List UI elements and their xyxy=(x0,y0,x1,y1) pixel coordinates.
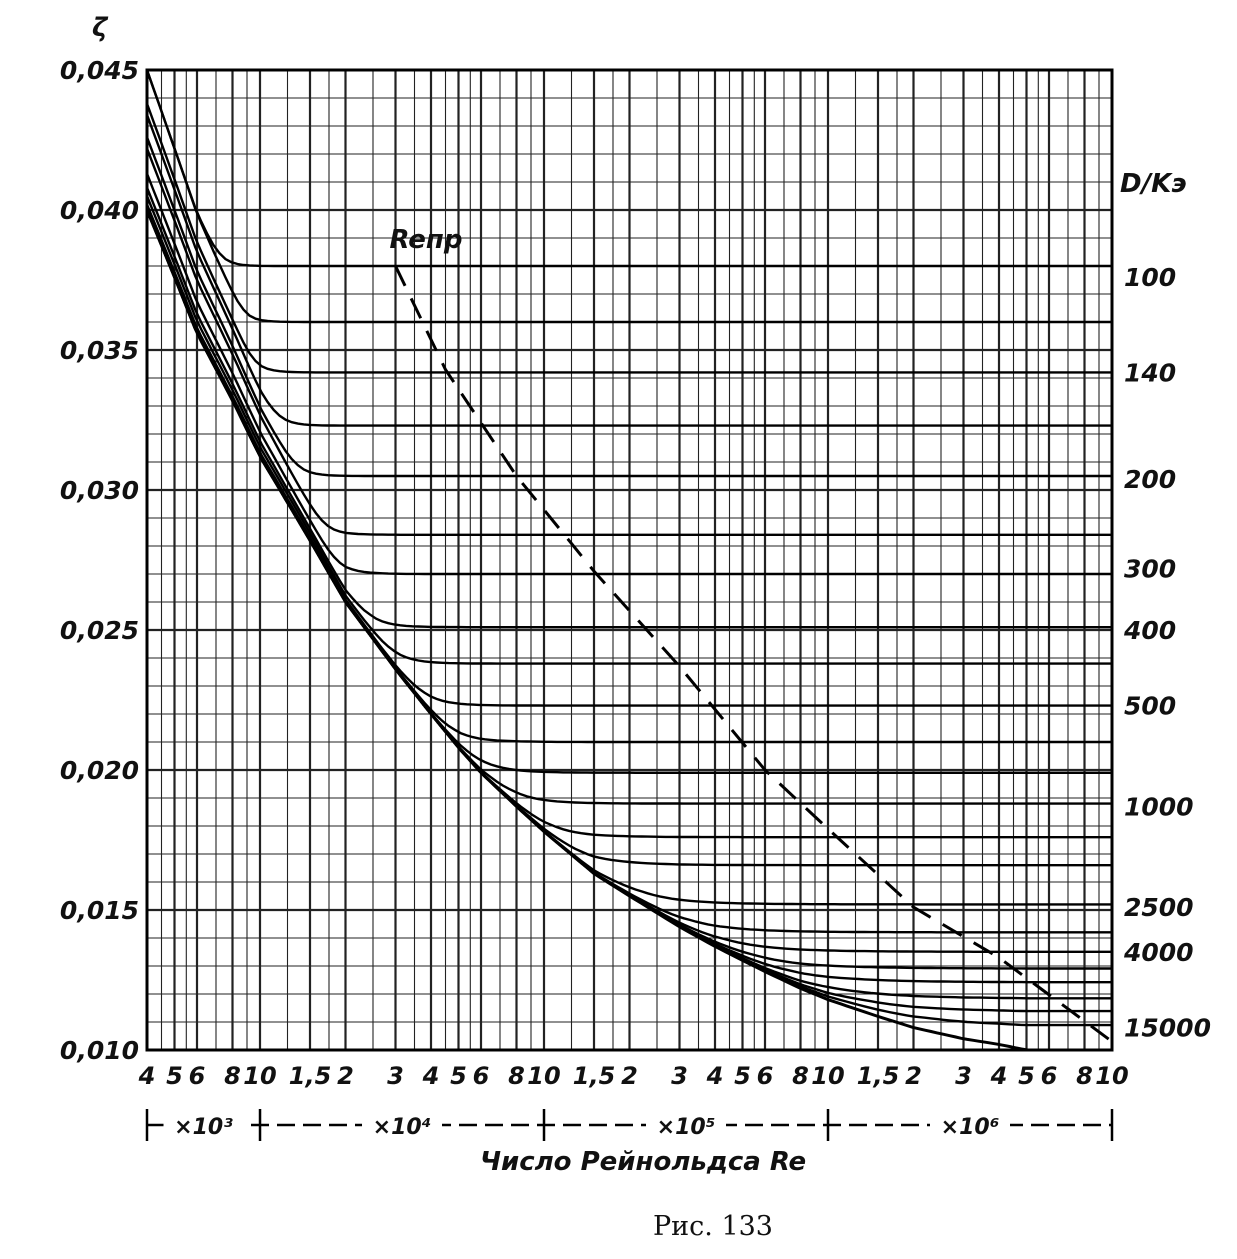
x-tick-label: 10 xyxy=(1095,1062,1128,1090)
grid xyxy=(145,68,1114,1052)
x-tick-label: 6 xyxy=(1041,1062,1058,1090)
multiplier-mask xyxy=(646,1111,727,1139)
x-tick-label: 4 xyxy=(138,1062,156,1090)
x-tick-label: 6 xyxy=(757,1062,774,1090)
dashed-line-label: Reпр xyxy=(390,225,463,255)
right-axis-label: 100 xyxy=(1124,263,1176,292)
right-axis-label: 400 xyxy=(1123,616,1176,645)
axes: 0,010 0,015 0,020 0,025 0,030 0,035 0,040 0,045… xyxy=(60,56,1211,1141)
y-tick-label: 0,015 xyxy=(60,896,139,925)
x-tick-label: 5 xyxy=(1018,1062,1035,1090)
x-tick-label: 10 xyxy=(527,1062,560,1090)
y-axis-title: ζ xyxy=(92,13,109,43)
x-tick-label: 1,5 xyxy=(573,1062,616,1090)
x-tick-label: 8 xyxy=(224,1062,241,1090)
x-tick-label: 2 xyxy=(337,1062,354,1090)
plot-frame xyxy=(145,68,1114,1052)
multiplier-label: ×10⁴ xyxy=(373,1115,432,1140)
x-tick-label: 2 xyxy=(905,1062,922,1090)
right-axis-title: D/Kэ xyxy=(1120,169,1187,199)
x-tick-label: 1,5 xyxy=(857,1062,900,1090)
multiplier-mask xyxy=(930,1111,1011,1139)
series-line xyxy=(145,69,1112,324)
multiplier-mask xyxy=(362,1111,443,1139)
x-tick-label: 2 xyxy=(621,1062,638,1090)
series-line xyxy=(145,147,1112,536)
x-tick-label: 8 xyxy=(1076,1062,1093,1090)
y-tick-label: 0,030 xyxy=(60,476,139,505)
multiplier-label: ×10⁶ xyxy=(941,1115,1000,1140)
series-line xyxy=(145,173,1112,576)
x-tick-label: 6 xyxy=(189,1062,206,1090)
smooth-pipe-line xyxy=(145,209,1112,1052)
x-tick-label: 8 xyxy=(508,1062,525,1090)
x-tick-label: 8 xyxy=(792,1062,809,1090)
x-tick-label: 5 xyxy=(166,1062,183,1090)
x-tick-label: 10 xyxy=(811,1062,844,1090)
x-tick-label: 3 xyxy=(387,1062,404,1090)
right-axis-label: 1000 xyxy=(1124,792,1194,821)
x-tick-label: 4 xyxy=(422,1062,440,1090)
x-tick-label: 5 xyxy=(734,1062,751,1090)
right-axis-label: 500 xyxy=(1124,692,1176,721)
series-line xyxy=(145,69,1112,268)
x-tick-label: 4 xyxy=(990,1062,1008,1090)
series-line xyxy=(145,103,1112,374)
right-axis-label: 4000 xyxy=(1123,938,1194,967)
y-tick-label: 0,010 xyxy=(60,1036,139,1065)
right-axis-label: 300 xyxy=(1124,554,1176,583)
series-line xyxy=(145,136,1112,478)
right-axis-label: 2500 xyxy=(1124,893,1194,922)
right-axis-label: 15000 xyxy=(1124,1014,1211,1043)
y-tick-label: 0,025 xyxy=(60,616,139,645)
y-tick-label: 0,035 xyxy=(60,336,139,365)
x-tick-label: 3 xyxy=(671,1062,688,1090)
curves: Reпр xyxy=(145,69,1113,1052)
right-axis-label: 140 xyxy=(1124,358,1176,387)
dashed-limit-line xyxy=(394,265,1113,1043)
series-line xyxy=(145,187,1112,629)
series-line xyxy=(145,114,1112,427)
series-line xyxy=(145,195,1112,665)
y-tick-label: 0,045 xyxy=(60,56,139,85)
x-tick-label: 5 xyxy=(450,1062,467,1090)
figure-caption: Рис. 133 xyxy=(653,1211,773,1242)
multiplier-label: ×10³ xyxy=(174,1115,233,1140)
y-tick-label: 0,020 xyxy=(60,756,139,785)
x-tick-label: 4 xyxy=(706,1062,724,1090)
multiplier-mask xyxy=(163,1111,244,1139)
right-axis-label: 200 xyxy=(1124,465,1176,494)
x-axis-title: Число Рейнольдса Re xyxy=(480,1147,806,1177)
multiplier-label: ×10⁵ xyxy=(657,1115,716,1140)
x-tick-label: 1,5 xyxy=(289,1062,332,1090)
x-tick-label: 10 xyxy=(243,1062,276,1090)
x-tick-label: 3 xyxy=(955,1062,972,1090)
y-tick-label: 0,040 xyxy=(60,196,139,225)
x-tick-label: 6 xyxy=(473,1062,490,1090)
